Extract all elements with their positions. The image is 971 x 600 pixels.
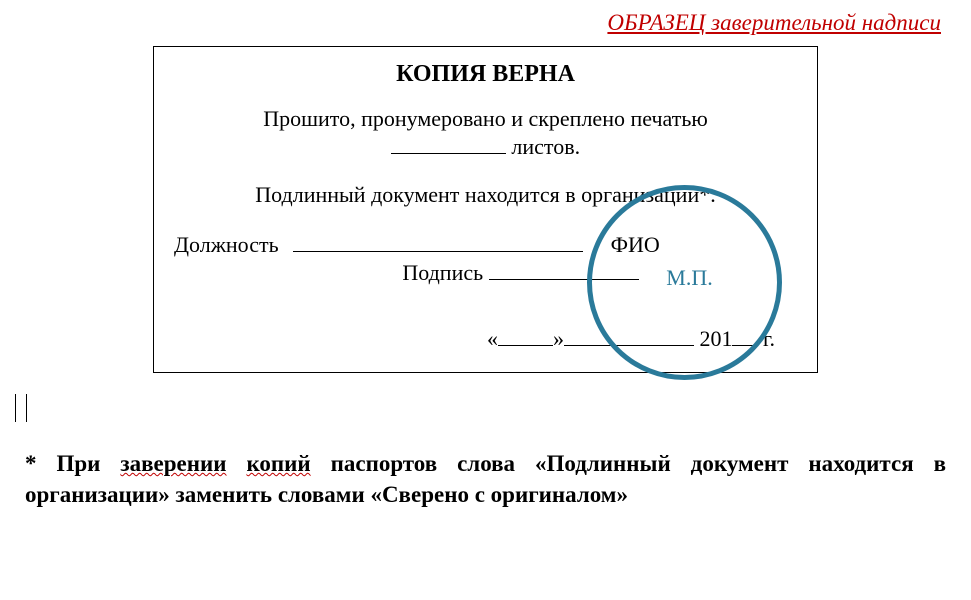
certification-box: КОПИЯ ВЕРНА Прошито, пронумеровано и скр… — [153, 46, 818, 373]
date-year: 201 — [699, 326, 732, 351]
sheets-line: листов. — [174, 134, 797, 160]
text-cursor-mark — [25, 388, 946, 422]
fio-label: ФИО — [611, 232, 660, 258]
date-suffix: г. — [763, 326, 775, 351]
signature-label: Подпись — [402, 260, 483, 285]
signature-row: Подпись — [174, 260, 797, 286]
date-month-blank — [564, 345, 694, 346]
sheets-label: листов. — [511, 134, 580, 159]
sheets-blank — [391, 153, 506, 154]
original-location-line: Подлинный документ находится в организац… — [174, 182, 797, 208]
stitched-line: Прошито, пронумеровано и скреплено печат… — [174, 106, 797, 132]
footnote: * При заверении копий паспортов слова «П… — [25, 448, 946, 510]
footnote-wavy-2: копий — [246, 451, 310, 476]
date-year-blank — [732, 345, 757, 346]
box-title: КОПИЯ ВЕРНА — [174, 61, 797, 88]
position-label: Должность — [174, 232, 279, 258]
footnote-wavy-1: заверении — [120, 451, 226, 476]
footnote-prefix: * При — [25, 451, 120, 476]
position-row: Должность ФИО — [174, 232, 797, 258]
date-day-blank — [498, 345, 553, 346]
position-blank — [293, 251, 583, 252]
date-row: «» 201 г. — [174, 326, 797, 352]
footnote-mid1 — [226, 451, 246, 476]
header-note: ОБРАЗЕЦ заверительной надписи — [25, 10, 946, 36]
signature-blank — [489, 279, 639, 280]
